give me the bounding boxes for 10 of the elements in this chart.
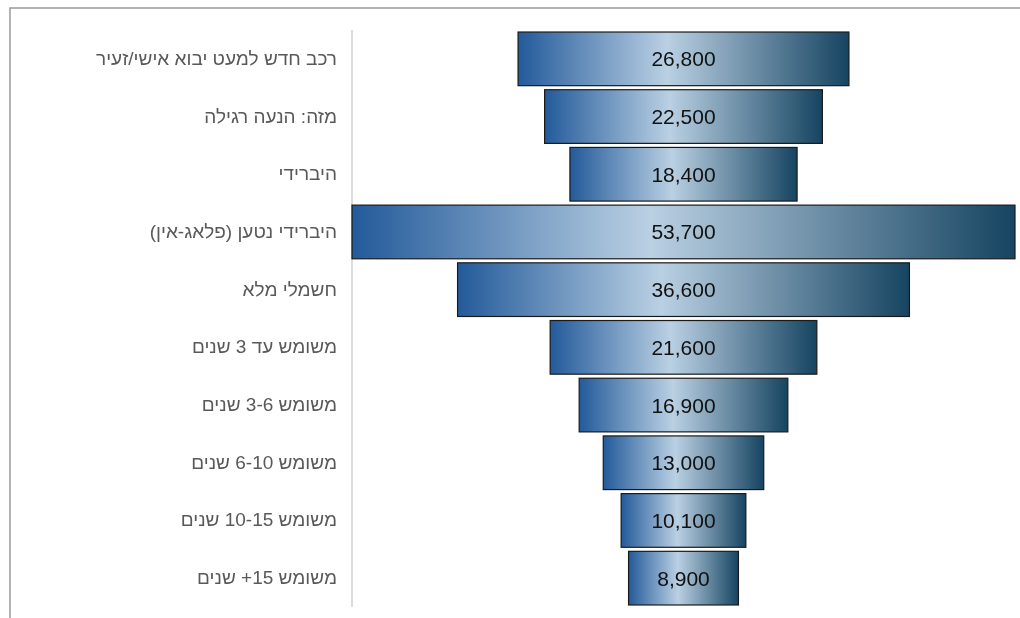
data-label: 10,100 [651,508,716,532]
data-label: 22,500 [651,105,716,129]
data-label: 21,600 [651,335,716,359]
data-label: 13,000 [651,451,716,475]
data-label: 16,900 [651,393,716,417]
data-label: 36,600 [651,278,716,302]
data-label: 26,800 [651,47,716,71]
data-label: 53,700 [651,220,716,244]
data-label: 18,400 [651,162,716,186]
data-label: 8,900 [657,566,710,590]
